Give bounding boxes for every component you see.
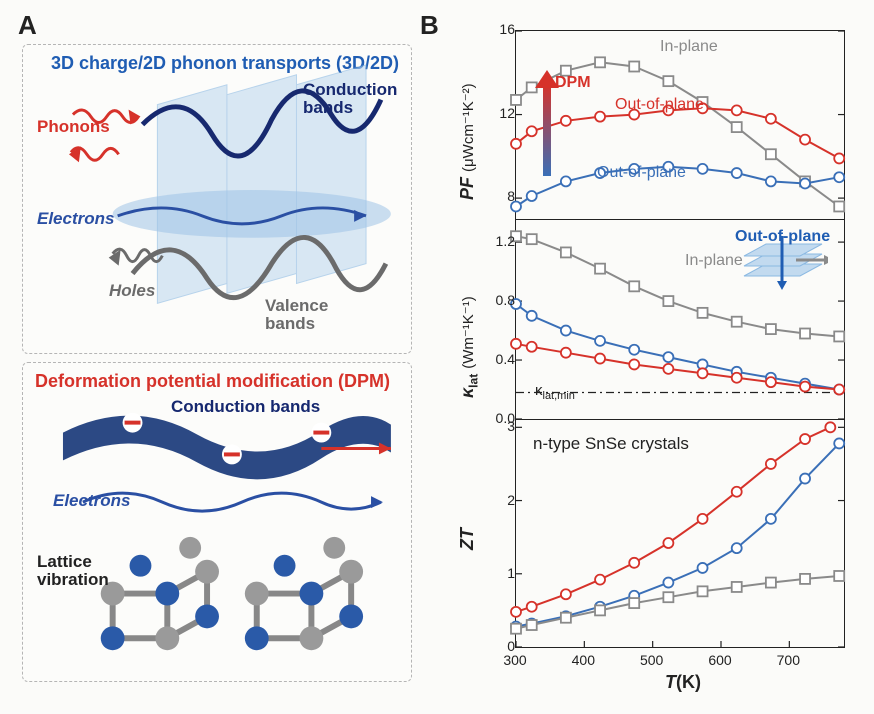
xtick: 400 <box>563 652 603 668</box>
chart-zt <box>515 420 845 648</box>
chart2-inplane-label: In-plane <box>685 252 743 270</box>
box2-lattice-label: Latticevibration <box>37 553 109 589</box>
conduction-label: Conductionbands <box>303 81 397 117</box>
xtick: 700 <box>768 652 808 668</box>
panel-a-box-3d2d: 3D charge/2D phonon transports (3D/2D) <box>22 44 412 354</box>
chart2-ylabel: κlat (Wm⁻¹K⁻¹) <box>457 296 481 398</box>
ytick: 12 <box>475 105 515 121</box>
chart-pf <box>515 30 845 220</box>
dpm-arrow-icon <box>535 70 559 180</box>
ytick: 1 <box>475 565 515 581</box>
panel-a: 3D charge/2D phonon transports (3D/2D) <box>22 44 412 684</box>
chart1-ylabel: PF (μWcm⁻¹K⁻²) <box>457 83 478 200</box>
ytick: 0.4 <box>475 351 515 367</box>
chart2-outplane-label: Out-of-plane <box>735 228 830 246</box>
panel-a-label: A <box>18 10 37 41</box>
ytick: 16 <box>475 21 515 37</box>
chart1-dpm-label: DPM <box>555 74 591 92</box>
kappa-min-label: κlat,min <box>535 382 575 402</box>
ytick: 1.2 <box>475 233 515 249</box>
box2-conduction-label: Conduction bands <box>171 397 320 417</box>
xtick: 500 <box>632 652 672 668</box>
ytick: 2 <box>475 492 515 508</box>
chart1-outblue-label: Out-of-plane <box>597 164 686 182</box>
chart1-inplane-label: In-plane <box>660 38 718 56</box>
ytick: 0.8 <box>475 292 515 308</box>
ytick: 8 <box>475 188 515 204</box>
panel-b: PF (μWcm⁻¹K⁻²) κlat (Wm⁻¹K⁻¹) ZT T(K) In… <box>455 20 855 690</box>
xtick: 600 <box>700 652 740 668</box>
panel-b-label: B <box>420 10 439 41</box>
valence-label: Valencebands <box>265 297 328 333</box>
panel-a-box-dpm: Deformation potential modification (DPM) <box>22 362 412 682</box>
xtick: 300 <box>495 652 535 668</box>
holes-label: Holes <box>109 281 155 301</box>
chart1-outred-label: Out-of-plane <box>615 96 704 114</box>
phonons-label: Phonons <box>37 117 110 137</box>
ytick: 3 <box>475 418 515 434</box>
x-axis-label: T(K) <box>665 672 701 693</box>
chart3-title: n-type SnSe crystals <box>533 434 689 454</box>
electrons-label: Electrons <box>37 209 114 229</box>
chart3-ylabel: ZT <box>457 528 478 550</box>
box2-electrons-label: Electrons <box>53 491 130 511</box>
